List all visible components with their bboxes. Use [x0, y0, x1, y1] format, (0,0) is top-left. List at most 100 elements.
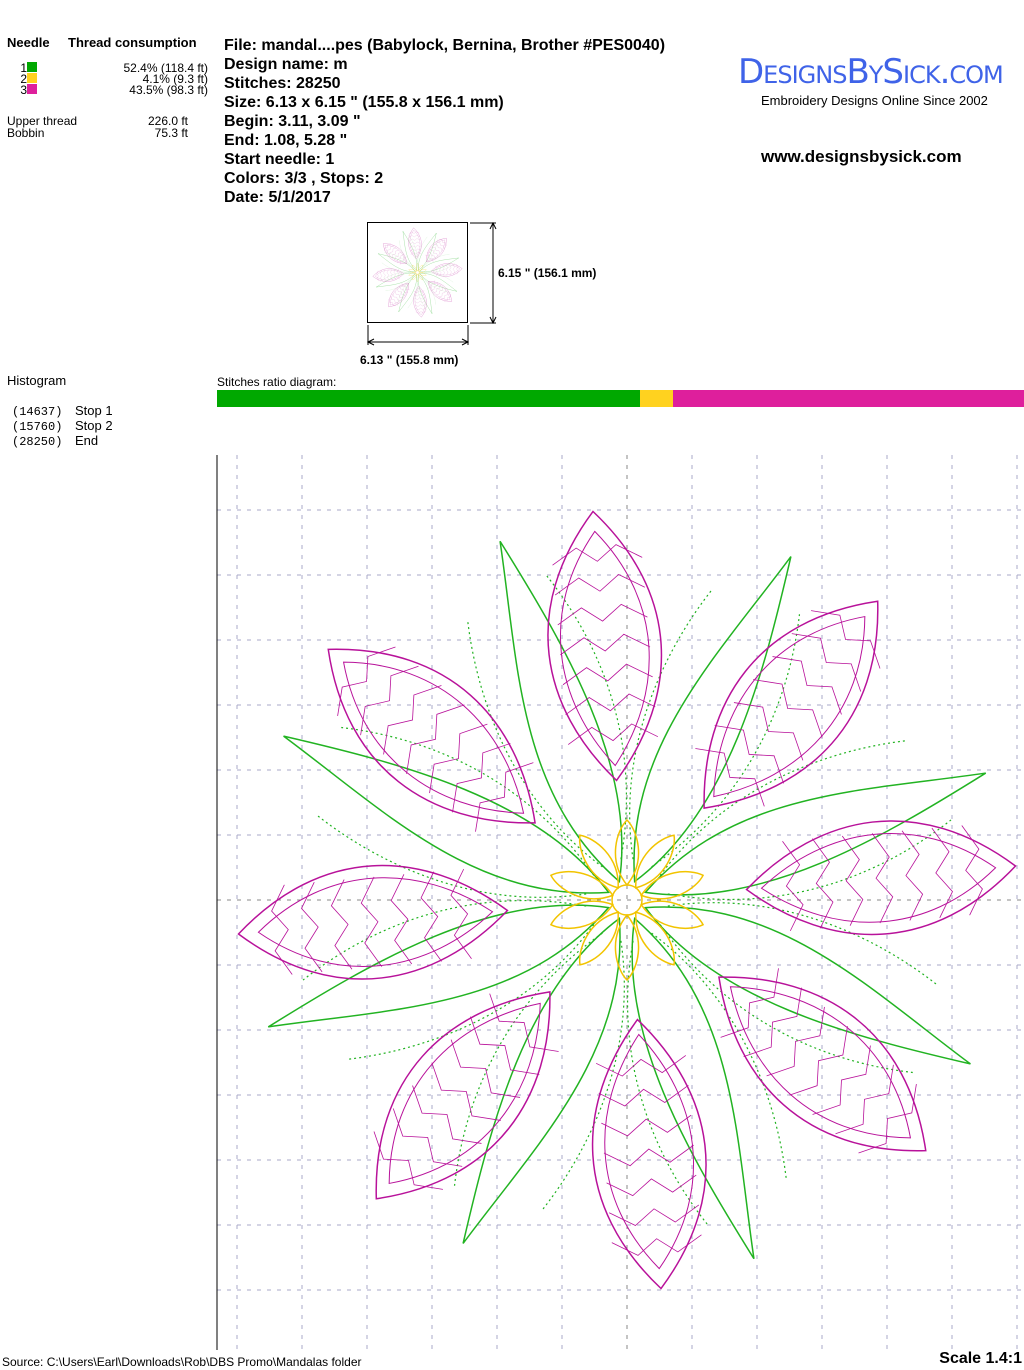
- yellow-center-petal: [418, 273, 424, 281]
- green-leaf: [631, 917, 755, 1260]
- mandala-design: [237, 510, 1017, 1290]
- green-leaf: [419, 273, 458, 292]
- yellow-center-petal: [411, 273, 417, 281]
- yellow-center-petal: [549, 870, 614, 900]
- pink-petal: [388, 282, 409, 307]
- design-canvas: [216, 455, 1024, 1350]
- design-info: File: mandal....pes (Babylock, Bernina, …: [224, 36, 665, 207]
- begin-coords: Begin: 3.11, 3.09 ": [224, 113, 361, 130]
- pink-petal: [408, 227, 422, 259]
- histogram-stops: (14637) Stop 1 (15760) Stop 2 (28250) End: [12, 403, 113, 449]
- yellow-center-petal: [418, 264, 424, 272]
- yellow-center-petal: [614, 818, 640, 887]
- green-leaf: [398, 274, 417, 313]
- green-leaf: [633, 556, 792, 883]
- histogram-stop: (15760) Stop 2: [12, 418, 113, 434]
- upper-thread-label: Upper thread: [7, 114, 78, 128]
- start-needle: Start needle: 1: [224, 151, 335, 168]
- yellow-center-petal: [640, 900, 705, 930]
- ratio-segment: [639, 390, 673, 407]
- needle-usage: 52.4% (118.4 ft): [123, 61, 209, 75]
- pink-petal: [431, 263, 463, 277]
- brand-url[interactable]: www.designsbysick.com: [761, 147, 962, 166]
- needle-number: 2: [20, 72, 27, 86]
- yellow-center-petal: [578, 911, 619, 966]
- yellow-center-petal: [416, 263, 419, 271]
- brand-logo: DesignsBySick.com: [738, 52, 1004, 92]
- needle-number: 3: [20, 83, 27, 97]
- green-leaf: [267, 904, 610, 1028]
- brand-tagline: Embroidery Designs Online Since 2002: [761, 93, 988, 108]
- ratio-segment: [672, 390, 1024, 407]
- needle-row: 2 4.1% (9.3 ft): [18, 72, 208, 86]
- stitch-count: Stitches: 28250: [224, 75, 341, 92]
- end-coords: End: 1.08, 5.28 ": [224, 132, 348, 149]
- yellow-center-petal: [614, 913, 640, 982]
- colors-stops: Colors: 3/3 , Stops: 2: [224, 170, 384, 187]
- pink-petal: [718, 976, 927, 1152]
- yellow-center-petal: [408, 272, 416, 276]
- green-leaf: [419, 257, 459, 272]
- histogram-stop: (28250) End: [12, 433, 113, 449]
- pink-petal: [413, 286, 427, 318]
- ratio-bar: [217, 390, 1024, 407]
- green-leaf: [376, 273, 416, 288]
- pink-petal: [745, 820, 1017, 936]
- yellow-center-petal: [411, 264, 417, 272]
- yellow-center-petal: [419, 272, 427, 276]
- needle-header: Needle: [7, 35, 50, 50]
- green-leaf: [644, 772, 987, 896]
- yellow-center-petal: [408, 269, 416, 273]
- needle-number: 1: [20, 61, 27, 75]
- bobbin-label: Bobbin: [7, 126, 45, 140]
- pink-petal: [547, 510, 663, 782]
- needle-color-swatch: [27, 73, 37, 83]
- green-leaf: [462, 917, 621, 1244]
- consumption-header: Thread consumption: [68, 35, 197, 50]
- pink-petal: [327, 648, 536, 824]
- needle-color-swatch: [27, 84, 37, 94]
- yellow-center-petal: [416, 274, 419, 282]
- design-name: Design name: m: [224, 56, 348, 73]
- pink-petal: [591, 1018, 707, 1290]
- needle-usage: 4.1% (9.3 ft): [142, 72, 208, 86]
- green-leaf: [418, 232, 437, 271]
- histogram-title: Histogram: [7, 373, 67, 388]
- green-leaf: [377, 253, 416, 272]
- green-leaf: [644, 906, 971, 1065]
- yellow-center-petal: [635, 911, 676, 966]
- upper-thread-value: 226.0 ft: [147, 114, 188, 128]
- stop-stitch-count: (14637): [12, 405, 63, 419]
- green-leaf: [499, 540, 623, 883]
- stop-label: Stop 1: [75, 403, 113, 418]
- stop-label: Stop 2: [75, 418, 113, 433]
- yellow-center-petal: [549, 900, 614, 930]
- yellow-center-petal: [635, 834, 676, 889]
- stop-stitch-count: (28250): [12, 435, 63, 449]
- design-thumbnail: [366, 221, 497, 346]
- pink-petal: [375, 991, 551, 1200]
- stop-stitch-count: (15760): [12, 420, 63, 434]
- ratio-segment: [217, 390, 640, 407]
- thumbnail-width: 6.13 " (155.8 mm): [360, 353, 459, 367]
- design-size: Size: 6.13 x 6.15 " (155.8 x 156.1 mm): [224, 94, 504, 111]
- needle-row: 3 43.5% (98.3 ft): [18, 83, 208, 97]
- yellow-center-petal: [640, 870, 705, 900]
- ratio-title: Stitches ratio diagram:: [217, 375, 337, 389]
- source-path: Source: C:\Users\Earl\Downloads\Rob\DBS …: [2, 1355, 362, 1369]
- thumbnail-height: 6.15 " (156.1 mm): [498, 266, 597, 280]
- pink-petal: [372, 268, 404, 282]
- histogram-stop: (14637) Stop 1: [12, 403, 113, 419]
- green-leaf: [402, 231, 417, 271]
- pink-petal: [703, 600, 879, 809]
- needle-list: 1 52.4% (118.4 ft) 2 4.1% (9.3 ft) 3 43.5% (9…: [18, 61, 209, 97]
- green-leaf: [418, 274, 433, 314]
- design-date: Date: 5/1/2017: [224, 189, 331, 206]
- pink-petal: [383, 243, 408, 264]
- green-leaf: [283, 735, 610, 894]
- needle-color-swatch: [27, 62, 37, 72]
- yellow-center-petal: [578, 834, 619, 889]
- yellow-center-petal: [419, 269, 427, 273]
- needle-usage: 43.5% (98.3 ft): [129, 83, 208, 97]
